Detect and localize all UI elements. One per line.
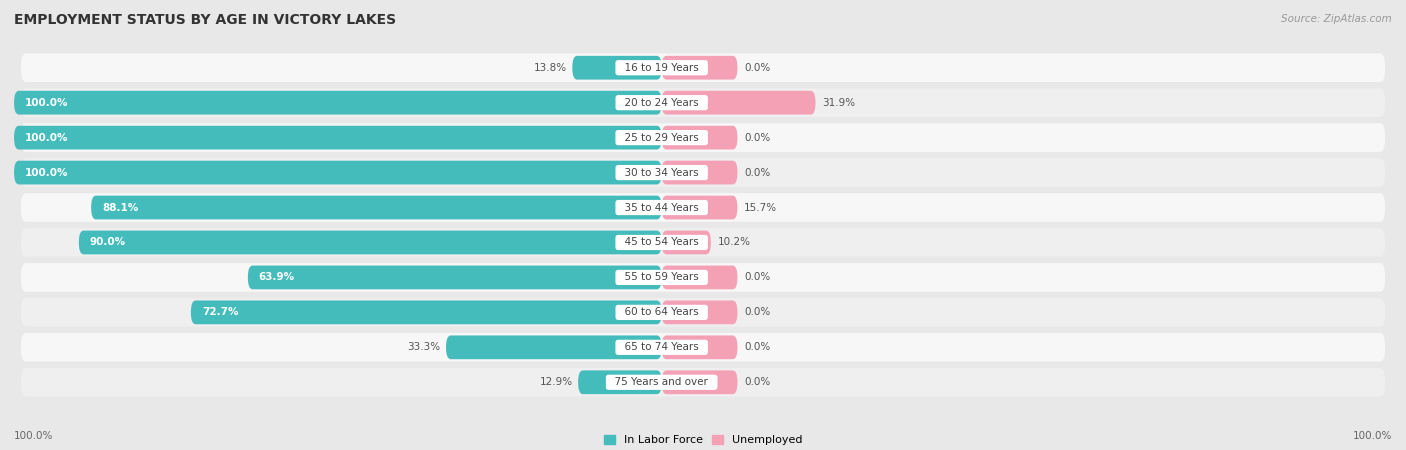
Text: 0.0%: 0.0% bbox=[744, 272, 770, 283]
FancyBboxPatch shape bbox=[191, 301, 662, 324]
Text: 0.0%: 0.0% bbox=[744, 133, 770, 143]
Text: 100.0%: 100.0% bbox=[25, 167, 69, 178]
FancyBboxPatch shape bbox=[14, 161, 662, 184]
FancyBboxPatch shape bbox=[21, 263, 1385, 292]
FancyBboxPatch shape bbox=[662, 56, 738, 80]
Text: 0.0%: 0.0% bbox=[744, 63, 770, 73]
FancyBboxPatch shape bbox=[21, 298, 1385, 327]
FancyBboxPatch shape bbox=[21, 158, 1385, 187]
FancyBboxPatch shape bbox=[662, 266, 738, 289]
Text: 65 to 74 Years: 65 to 74 Years bbox=[619, 342, 706, 352]
Text: 0.0%: 0.0% bbox=[744, 167, 770, 178]
FancyBboxPatch shape bbox=[21, 193, 1385, 222]
Text: 10.2%: 10.2% bbox=[717, 238, 751, 248]
Text: 72.7%: 72.7% bbox=[202, 307, 239, 317]
Text: 100.0%: 100.0% bbox=[14, 431, 53, 441]
FancyBboxPatch shape bbox=[662, 196, 737, 220]
Text: 0.0%: 0.0% bbox=[744, 377, 770, 387]
Text: 63.9%: 63.9% bbox=[259, 272, 295, 283]
Text: 20 to 24 Years: 20 to 24 Years bbox=[619, 98, 706, 108]
Text: 31.9%: 31.9% bbox=[823, 98, 855, 108]
Text: 15.7%: 15.7% bbox=[744, 202, 778, 212]
FancyBboxPatch shape bbox=[247, 266, 662, 289]
Text: 30 to 34 Years: 30 to 34 Years bbox=[619, 167, 706, 178]
FancyBboxPatch shape bbox=[21, 123, 1385, 152]
Text: 100.0%: 100.0% bbox=[25, 133, 69, 143]
Text: 60 to 64 Years: 60 to 64 Years bbox=[619, 307, 706, 317]
FancyBboxPatch shape bbox=[662, 126, 738, 149]
Text: Source: ZipAtlas.com: Source: ZipAtlas.com bbox=[1281, 14, 1392, 23]
Text: 100.0%: 100.0% bbox=[25, 98, 69, 108]
Text: 35 to 44 Years: 35 to 44 Years bbox=[619, 202, 706, 212]
FancyBboxPatch shape bbox=[21, 228, 1385, 257]
Text: 88.1%: 88.1% bbox=[103, 202, 138, 212]
FancyBboxPatch shape bbox=[662, 301, 738, 324]
FancyBboxPatch shape bbox=[662, 230, 711, 254]
FancyBboxPatch shape bbox=[91, 196, 662, 220]
FancyBboxPatch shape bbox=[662, 161, 738, 184]
Text: 100.0%: 100.0% bbox=[1353, 431, 1392, 441]
FancyBboxPatch shape bbox=[446, 335, 662, 359]
Text: EMPLOYMENT STATUS BY AGE IN VICTORY LAKES: EMPLOYMENT STATUS BY AGE IN VICTORY LAKE… bbox=[14, 14, 396, 27]
Text: 0.0%: 0.0% bbox=[744, 307, 770, 317]
Text: 45 to 54 Years: 45 to 54 Years bbox=[619, 238, 706, 248]
FancyBboxPatch shape bbox=[662, 370, 738, 394]
FancyBboxPatch shape bbox=[572, 56, 662, 80]
FancyBboxPatch shape bbox=[578, 370, 662, 394]
Text: 33.3%: 33.3% bbox=[408, 342, 440, 352]
FancyBboxPatch shape bbox=[21, 54, 1385, 82]
Text: 13.8%: 13.8% bbox=[534, 63, 567, 73]
FancyBboxPatch shape bbox=[662, 335, 738, 359]
Text: 90.0%: 90.0% bbox=[90, 238, 127, 248]
Legend: In Labor Force, Unemployed: In Labor Force, Unemployed bbox=[599, 431, 807, 450]
Text: 0.0%: 0.0% bbox=[744, 342, 770, 352]
FancyBboxPatch shape bbox=[21, 368, 1385, 396]
Text: 25 to 29 Years: 25 to 29 Years bbox=[619, 133, 706, 143]
Text: 16 to 19 Years: 16 to 19 Years bbox=[619, 63, 706, 73]
FancyBboxPatch shape bbox=[662, 91, 815, 115]
Text: 75 Years and over: 75 Years and over bbox=[609, 377, 714, 387]
FancyBboxPatch shape bbox=[21, 88, 1385, 117]
FancyBboxPatch shape bbox=[79, 230, 662, 254]
Text: 12.9%: 12.9% bbox=[540, 377, 572, 387]
Text: 55 to 59 Years: 55 to 59 Years bbox=[619, 272, 706, 283]
FancyBboxPatch shape bbox=[14, 91, 662, 115]
FancyBboxPatch shape bbox=[14, 126, 662, 149]
FancyBboxPatch shape bbox=[21, 333, 1385, 362]
